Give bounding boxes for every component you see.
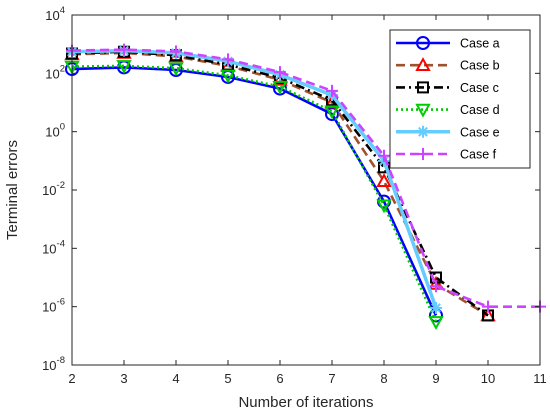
data-point — [274, 66, 286, 79]
data-point — [376, 173, 392, 188]
x-tick-label: 3 — [120, 371, 127, 386]
y-tick-exponent: 2 — [60, 63, 65, 74]
legend-label: Case f — [460, 148, 497, 162]
x-axis-label: Number of iterations — [238, 394, 373, 411]
y-tick-base: 10 — [42, 241, 56, 256]
x-tick-label: 4 — [172, 371, 179, 386]
legend-marker — [416, 36, 430, 50]
y-tick-base: 10 — [42, 358, 56, 373]
y-tick-label: 104 — [45, 5, 65, 23]
y-tick-base: 10 — [45, 8, 59, 23]
y-tick-base: 10 — [42, 300, 56, 315]
series-line — [71, 64, 438, 323]
y-tick-label: 10-6 — [42, 297, 65, 315]
data-point — [378, 149, 390, 162]
legend-item: Case d — [396, 103, 500, 118]
y-tick-exponent: 0 — [60, 122, 65, 133]
x-tick-label: 2 — [68, 371, 75, 386]
y-tick-exponent: 4 — [60, 5, 65, 16]
legend-item: Case f — [396, 148, 497, 162]
y-axis-label: Terminal errors — [4, 140, 21, 240]
y-tick-exponent: -2 — [57, 180, 65, 191]
series-line — [71, 48, 540, 309]
legend-label: Case d — [460, 103, 500, 117]
y-tick-base: 10 — [42, 183, 56, 198]
y-tick-exponent: -8 — [57, 355, 65, 366]
data-point — [428, 316, 444, 330]
x-tick-label: 11 — [533, 371, 547, 386]
x-axis-ticks: 2 3 4 5 6 7 8 9 10 11 — [68, 15, 547, 386]
y-tick-base: 10 — [45, 125, 59, 140]
x-tick-label: 6 — [276, 371, 283, 386]
legend-box — [389, 29, 531, 169]
data-point — [220, 69, 236, 84]
data-point — [118, 43, 130, 56]
y-tick-label: 10-2 — [42, 180, 65, 198]
data-point — [482, 300, 494, 313]
data-point — [170, 45, 182, 58]
series-layer — [64, 43, 546, 330]
series-line — [71, 66, 438, 316]
data-point — [430, 302, 442, 315]
x-tick-label: 5 — [224, 371, 231, 386]
y-tick-exponent: -6 — [57, 297, 65, 308]
legend-item: Case a — [396, 36, 500, 51]
legend-label: Case c — [460, 81, 499, 95]
y-tick-label: 100 — [45, 122, 65, 140]
legend-marker — [415, 103, 431, 118]
data-point — [430, 280, 442, 293]
data-point — [324, 105, 340, 120]
legend-label: Case a — [460, 37, 500, 51]
x-tick-label: 9 — [432, 371, 439, 386]
y-tick-exponent: -4 — [57, 238, 65, 249]
legend-marker — [415, 57, 431, 71]
y-tick-label: 10-8 — [42, 355, 65, 373]
legend-label: Case e — [460, 125, 500, 139]
data-point — [116, 60, 132, 74]
data-point — [272, 80, 288, 95]
data-point — [222, 53, 234, 66]
legend-marker — [417, 148, 429, 160]
legend-item: Case c — [396, 81, 499, 95]
legend-label: Case b — [460, 59, 500, 73]
legend-item: Case b — [396, 57, 500, 73]
data-point — [326, 84, 338, 97]
y-tick-label: 10-4 — [42, 238, 65, 256]
legend: Case a Case b Case c Case d Case e Case f — [389, 29, 531, 169]
x-tick-label: 7 — [328, 371, 335, 386]
x-tick-label: 10 — [481, 371, 495, 386]
legend-marker — [417, 125, 429, 138]
y-tick-label: 102 — [45, 63, 65, 81]
legend-marker — [417, 81, 429, 94]
legend-item: Case e — [396, 125, 500, 139]
data-point — [376, 199, 392, 214]
y-tick-base: 10 — [45, 66, 59, 81]
data-point — [168, 62, 184, 77]
x-tick-label: 8 — [380, 371, 387, 386]
